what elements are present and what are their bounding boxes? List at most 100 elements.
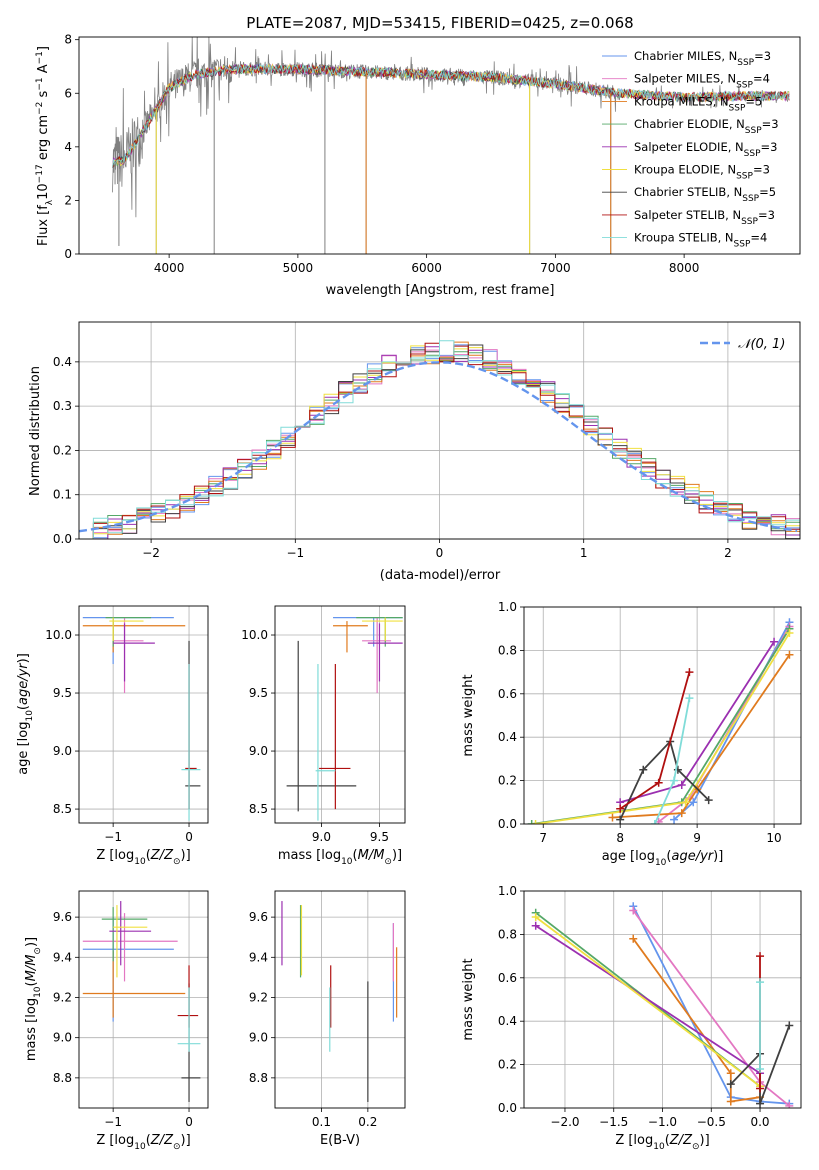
x-tick-label: −1 xyxy=(104,830,122,844)
label-part: 10 xyxy=(134,857,146,867)
label-part: Z [log xyxy=(96,848,134,863)
x-tick-label: 7 xyxy=(539,831,547,845)
y-tick-label: 8.8 xyxy=(249,1071,268,1085)
weight-marker-chabrier-stelib xyxy=(726,1080,735,1089)
label-part: age/yr xyxy=(16,662,31,705)
weight-marker-kroupa-miles xyxy=(785,650,794,659)
label-part: A xyxy=(36,64,51,77)
y-axis-label: mass weight xyxy=(461,958,476,1040)
weight-marker-chabrier-miles xyxy=(670,815,679,824)
axes-frame xyxy=(523,606,802,825)
plot-area xyxy=(82,901,201,1102)
label-part: 10 xyxy=(134,1142,146,1152)
label-part: )] xyxy=(700,1133,710,1148)
y-tick-label: 8 xyxy=(64,33,72,47)
label-part: Z/Z xyxy=(150,848,174,863)
y-axis-label: Flux [fλ10−17 erg cm−2 s−1 A−1] xyxy=(35,46,55,246)
legend-label-kroupa-stelib: Kroupa STELIB, NSSP=4 xyxy=(634,231,767,250)
weight-marker-kroupa-stelib xyxy=(756,1064,765,1073)
weight-marker-salpeter-stelib xyxy=(685,668,694,677)
weight-marker-salpeter-elodie xyxy=(770,637,779,646)
y-tick-label: 0.2 xyxy=(498,774,517,788)
label-part: SSP xyxy=(729,103,746,113)
x-tick-label: 9.0 xyxy=(312,830,331,844)
weight-line-chabrier-elodie xyxy=(531,628,791,824)
label-part: )] xyxy=(181,1133,191,1148)
weight-line-kroupa-elodie xyxy=(535,916,761,1088)
axes-frame xyxy=(78,36,801,255)
label-part: SSP xyxy=(736,172,753,182)
x-tick-label: 8000 xyxy=(669,261,700,275)
x-axis-label: mass [log10(M/M⊙)] xyxy=(278,848,402,867)
axes-frame xyxy=(78,890,209,1109)
x-tick-label: −1 xyxy=(286,546,304,560)
label-part: SSP xyxy=(734,240,751,250)
y-tick-label: 9.2 xyxy=(53,990,72,1004)
label-part: SSP xyxy=(741,217,758,227)
label-part: age [log xyxy=(16,722,31,775)
x-tick-label: −0.5 xyxy=(697,1115,726,1129)
y-tick-label: 0.4 xyxy=(498,730,517,744)
label-part: =3 xyxy=(753,163,770,177)
y-tick-label: 0.2 xyxy=(53,443,72,457)
label-part: )] xyxy=(24,937,39,947)
label-part: ⊙ xyxy=(173,1142,181,1152)
weight-line-salpeter-miles xyxy=(658,626,791,823)
weight-marker-salpeter-miles xyxy=(629,906,638,915)
label-part: −1 xyxy=(35,77,45,90)
label-part: Chabrier MILES, N xyxy=(634,49,737,63)
weight-marker-chabrier-stelib xyxy=(704,796,713,805)
x-tick-label: −2.0 xyxy=(550,1115,579,1129)
legend-label-kroupa-miles: Kroupa MILES, NSSP=5 xyxy=(634,94,762,113)
x-tick-label: 1 xyxy=(580,546,588,560)
weight-marker-salpeter-miles xyxy=(785,1101,794,1108)
x-tick-label: 2 xyxy=(724,546,732,560)
label-part: −1 xyxy=(35,51,45,64)
label-part: Flux [f xyxy=(36,205,51,246)
label-part: Kroupa STELIB, N xyxy=(634,231,734,245)
weight-marker-kroupa-stelib xyxy=(685,694,694,703)
y-tick-label: 0.1 xyxy=(53,488,72,502)
label-part: ⊙ xyxy=(692,1142,700,1152)
y-tick-label: 0.0 xyxy=(498,817,517,831)
weight-marker-salpeter-elodie xyxy=(677,780,686,789)
label-part: mass [log xyxy=(278,848,341,863)
weight-line-salpeter-elodie xyxy=(535,924,761,1075)
label-part: =3 xyxy=(754,49,771,63)
figure-title: PLATE=2087, MJD=53415, FIBERID=0425, z=0… xyxy=(246,14,633,32)
legend-label-salpeter-elodie: Salpeter ELODIE, NSSP=3 xyxy=(634,140,777,159)
weight-marker-salpeter-stelib xyxy=(616,804,625,813)
x-tick-label: 7000 xyxy=(540,261,571,275)
label-part: 10 xyxy=(36,183,51,200)
y-axis-label: mass weight xyxy=(461,674,476,756)
label-part: =4 xyxy=(750,231,767,245)
y-tick-label: 9.4 xyxy=(249,950,268,964)
x-axis-label: wavelength [Angstrom, rest frame] xyxy=(326,283,555,298)
y-tick-label: 0.0 xyxy=(53,532,72,546)
spectrum-panel: 4000 5000 6000 7000 8000 0 2 4 6 8 wavelength [Ang… xyxy=(35,33,801,298)
label-part: SSP xyxy=(742,194,759,204)
y-tick-label: 0.4 xyxy=(498,1014,517,1028)
weight-marker-salpeter-stelib xyxy=(756,952,765,961)
label-part: −2 xyxy=(35,102,45,115)
x-axis-label: Z [log10(Z/Z⊙)] xyxy=(96,848,190,867)
weight-marker-chabrier-elodie xyxy=(527,820,536,824)
label-part: Chabrier STELIB, N xyxy=(634,185,742,199)
x-axis-label: E(B-V) xyxy=(320,1133,360,1148)
axes-frame xyxy=(78,321,801,540)
y-tick-label: 9.0 xyxy=(249,1031,268,1045)
weight-marker-kroupa-stelib xyxy=(650,820,659,824)
y-tick-label: 2 xyxy=(64,193,72,207)
legend-label-normal: 𝒩(0, 1) xyxy=(738,337,785,352)
y-tick-label: 0.0 xyxy=(498,1101,517,1115)
y-tick-label: 4 xyxy=(64,140,72,154)
label-part: 10 xyxy=(25,710,35,722)
grid-layer xyxy=(275,891,405,1108)
plot-area xyxy=(82,617,201,821)
x-axis-label: Z [log10(Z/Z⊙)] xyxy=(615,1133,709,1152)
weight-marker-kroupa-miles xyxy=(726,1097,735,1106)
label-part: ( xyxy=(666,849,671,864)
label-part: )] xyxy=(16,653,31,663)
plot-area xyxy=(79,340,800,539)
